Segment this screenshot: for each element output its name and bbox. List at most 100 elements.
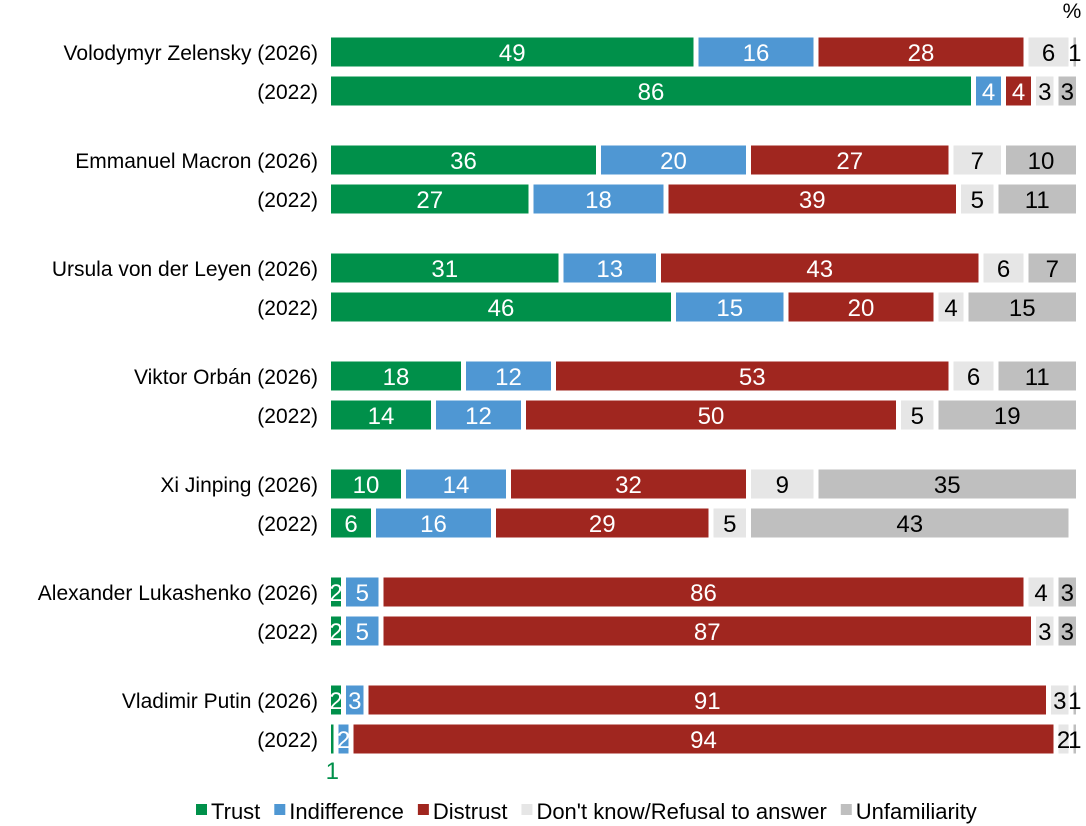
bar-segment-don-t-know-refusal-to-answer — [1028, 577, 1054, 607]
category-label: (2022) — [257, 621, 318, 644]
data-label: 49 — [499, 40, 526, 67]
data-label: 12 — [465, 403, 492, 430]
bar-segment-distrust — [751, 145, 949, 175]
bar-segment-don-t-know-refusal-to-answer — [901, 400, 934, 430]
bar-segment-unfamiliarity — [1073, 685, 1076, 715]
category-label: (2022) — [257, 189, 318, 212]
category-label: Vladimir Putin (2026) — [122, 690, 318, 713]
bar-segment-trust — [331, 469, 401, 499]
bar-segment-indifference — [346, 685, 364, 715]
bar-segment-unfamiliarity — [818, 469, 1076, 499]
bar-segment-don-t-know-refusal-to-answer — [1036, 616, 1054, 646]
category-label: Alexander Lukashenko (2026) — [38, 582, 318, 605]
data-label: 14 — [443, 472, 470, 499]
bar-segment-indifference — [346, 616, 379, 646]
bar-segment-trust — [331, 577, 341, 607]
legend-swatch — [274, 804, 286, 815]
data-label: 5 — [971, 187, 984, 214]
bar-segment-unfamiliarity — [1006, 145, 1076, 175]
bar-segment-distrust — [556, 361, 949, 391]
bar-segment-distrust — [496, 508, 709, 538]
data-label: 20 — [848, 295, 875, 322]
bar-segment-trust — [331, 184, 529, 214]
data-label: 2 — [329, 619, 342, 646]
bar-segment-distrust — [511, 469, 746, 499]
category-label: Xi Jinping (2026) — [160, 474, 318, 497]
category-label: (2022) — [257, 405, 318, 428]
data-label: 3 — [1038, 79, 1051, 106]
data-label: 14 — [368, 403, 395, 430]
data-label: 15 — [716, 295, 743, 322]
legend-swatch — [521, 804, 533, 815]
legend-entry: Distrust — [433, 799, 508, 824]
data-label: 3 — [1053, 688, 1066, 715]
bar-segment-unfamiliarity — [1028, 253, 1076, 283]
bar-segment-indifference — [563, 253, 656, 283]
bar-segment-trust — [331, 616, 341, 646]
data-label: 2 — [337, 727, 350, 754]
data-label: 10 — [1028, 148, 1055, 175]
data-label: 11 — [1025, 364, 1050, 391]
data-label: 6 — [997, 256, 1010, 283]
data-label: 5 — [723, 511, 736, 538]
data-label: 1 — [1068, 688, 1081, 715]
data-label: 15 — [1009, 295, 1036, 322]
legend-entry: Trust — [211, 799, 260, 824]
bar-segment-distrust — [668, 184, 956, 214]
data-label: 29 — [589, 511, 616, 538]
data-label: 2 — [329, 580, 342, 607]
category-label: Viktor Orbán (2026) — [134, 366, 318, 389]
bar-segment-trust — [331, 724, 334, 754]
unit-label: % — [1063, 0, 1082, 23]
data-label: 13 — [596, 256, 623, 283]
data-label: 3 — [1038, 619, 1051, 646]
bar-segment-don-t-know-refusal-to-answer — [1028, 37, 1069, 67]
data-label: 36 — [450, 148, 477, 175]
data-label: 94 — [690, 727, 717, 754]
data-label: 3 — [348, 688, 361, 715]
bar-segment-don-t-know-refusal-to-answer — [1058, 724, 1069, 754]
bar-segment-unfamiliarity — [998, 361, 1076, 391]
data-label: 1 — [326, 758, 339, 785]
data-label: 91 — [694, 688, 721, 715]
category-label: (2022) — [257, 513, 318, 536]
bar-segment-indifference — [406, 469, 506, 499]
bar-segment-distrust — [368, 685, 1046, 715]
bar-segment-distrust — [353, 724, 1054, 754]
data-label: 3 — [1061, 619, 1074, 646]
category-label: Ursula von der Leyen (2026) — [52, 258, 318, 281]
bar-segment-indifference — [338, 724, 349, 754]
bar-segment-trust — [331, 37, 694, 67]
data-label: 6 — [967, 364, 980, 391]
data-label: 7 — [971, 148, 984, 175]
data-label: 2 — [1057, 727, 1070, 754]
legend-swatch — [196, 804, 207, 815]
data-label: 1 — [1068, 40, 1081, 67]
data-label: 12 — [495, 364, 522, 391]
data-label: 3 — [1061, 580, 1074, 607]
bar-segment-unfamiliarity — [1073, 724, 1076, 754]
data-label: 5 — [911, 403, 924, 430]
category-label: (2022) — [257, 297, 318, 320]
bar-segment-unfamiliarity — [1073, 37, 1076, 67]
bar-segment-trust — [331, 292, 671, 322]
bar-segment-trust — [331, 76, 971, 106]
bar-segment-unfamiliarity — [1058, 76, 1076, 106]
bar-segment-indifference — [466, 361, 551, 391]
data-label: 5 — [356, 580, 369, 607]
bar-segment-don-t-know-refusal-to-answer — [953, 361, 994, 391]
category-label: Volodymyr Zelensky (2026) — [64, 42, 318, 65]
bar-segment-unfamiliarity — [1058, 577, 1076, 607]
bar-segment-indifference — [376, 508, 491, 538]
bar-segment-indifference — [533, 184, 664, 214]
data-label: 6 — [1042, 40, 1055, 67]
bar-segment-don-t-know-refusal-to-answer — [1036, 76, 1054, 106]
legend-swatch — [417, 804, 429, 815]
bar-segment-indifference — [676, 292, 784, 322]
data-label: 4 — [1034, 580, 1047, 607]
bar-segment-distrust — [818, 37, 1024, 67]
bar-segment-trust — [331, 400, 431, 430]
bar-segment-indifference — [601, 145, 746, 175]
bar-segment-unfamiliarity — [1058, 616, 1076, 646]
